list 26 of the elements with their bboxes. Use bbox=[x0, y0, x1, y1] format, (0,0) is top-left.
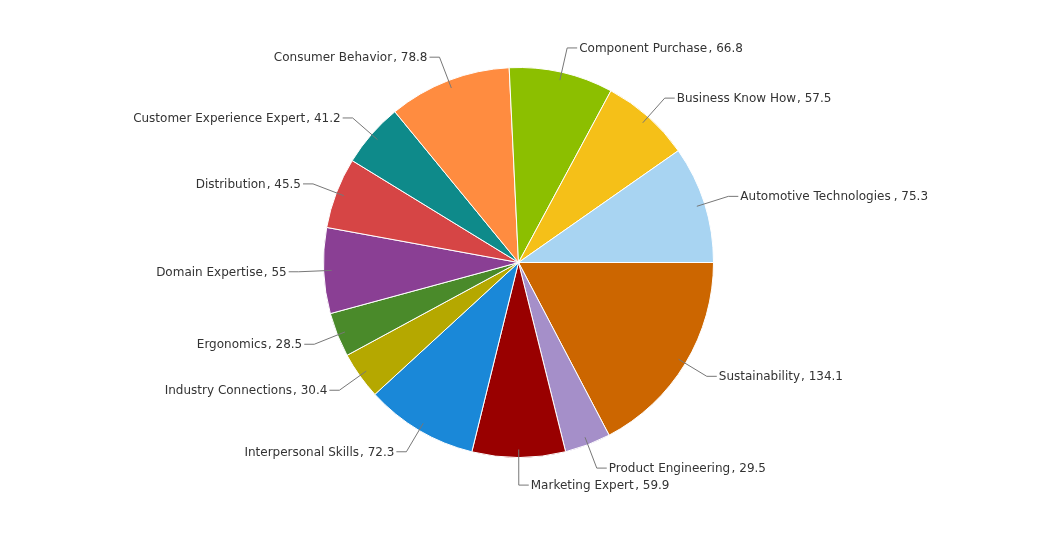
data-label: , 72.3 bbox=[360, 444, 395, 459]
data-label: , 55 bbox=[263, 264, 287, 279]
data-label: , 41.2 bbox=[306, 110, 341, 125]
data-label: , 57.5 bbox=[797, 91, 832, 106]
data-label: , 29.5 bbox=[731, 461, 766, 476]
data-label: , 30.4 bbox=[293, 383, 328, 398]
slice-label: Component Purchase bbox=[579, 40, 708, 55]
slice-label: Customer Experience Expert bbox=[133, 110, 306, 125]
data-label: , 59.9 bbox=[635, 478, 670, 493]
slice-label: Automotive Technologies bbox=[740, 189, 891, 204]
slice-label: Product Engineering bbox=[608, 461, 731, 476]
slice-label: Interpersonal Skills bbox=[244, 444, 360, 459]
slice-label: Marketing Expert bbox=[530, 478, 635, 493]
data-label: , 78.8 bbox=[393, 50, 428, 65]
data-label: , 28.5 bbox=[267, 337, 303, 352]
slice-label: Sustainability bbox=[718, 369, 801, 384]
data-label: , 66.8 bbox=[708, 40, 743, 55]
slice-label: Industry Connections bbox=[164, 383, 293, 398]
slice-label: Business Know How bbox=[676, 91, 797, 106]
data-label: , 75.3 bbox=[893, 189, 929, 204]
slice-label: Ergonomics bbox=[196, 337, 267, 352]
slice-label: Consumer Behavior bbox=[273, 50, 393, 65]
data-label: , 134.1 bbox=[801, 369, 844, 384]
data-label: , 45.5 bbox=[266, 176, 302, 191]
slice-label: Domain Expertise bbox=[156, 264, 263, 279]
slice-label: Distribution bbox=[195, 176, 266, 191]
